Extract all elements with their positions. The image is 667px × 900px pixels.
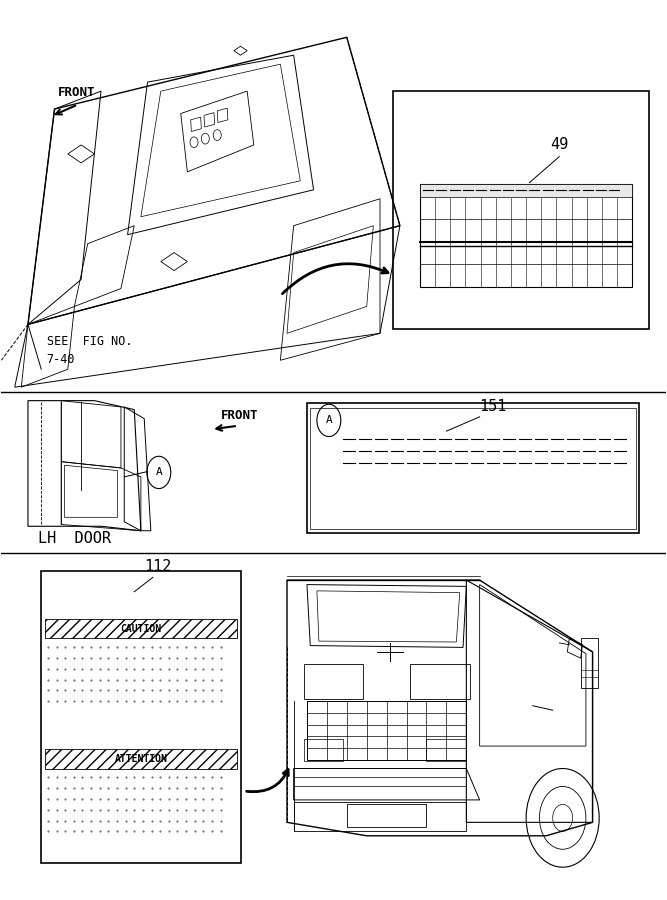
Bar — [307, 403, 639, 534]
Bar — [394, 91, 649, 328]
Text: A: A — [325, 416, 332, 426]
Text: SEE  FIG NO.: SEE FIG NO. — [47, 335, 132, 348]
Bar — [347, 805, 426, 827]
Text: 49: 49 — [550, 138, 568, 152]
Bar — [581, 638, 598, 688]
Text: CAUTION: CAUTION — [120, 624, 161, 634]
Bar — [303, 739, 344, 761]
Bar — [41, 572, 241, 863]
Bar — [45, 618, 237, 638]
Bar — [303, 663, 364, 699]
Text: LH  DOOR: LH DOOR — [38, 531, 111, 546]
Bar — [420, 184, 632, 197]
Text: 7-40: 7-40 — [47, 353, 75, 366]
Bar — [426, 739, 466, 761]
Text: 112: 112 — [144, 559, 171, 574]
Bar — [310, 408, 636, 529]
Text: FRONT: FRONT — [58, 86, 95, 99]
Text: FRONT: FRONT — [221, 409, 258, 421]
Text: A: A — [155, 467, 162, 477]
Bar — [410, 663, 470, 699]
Bar — [45, 749, 237, 769]
Text: 151: 151 — [479, 400, 507, 414]
Bar — [420, 184, 632, 287]
Text: ATTENTION: ATTENTION — [115, 753, 167, 763]
